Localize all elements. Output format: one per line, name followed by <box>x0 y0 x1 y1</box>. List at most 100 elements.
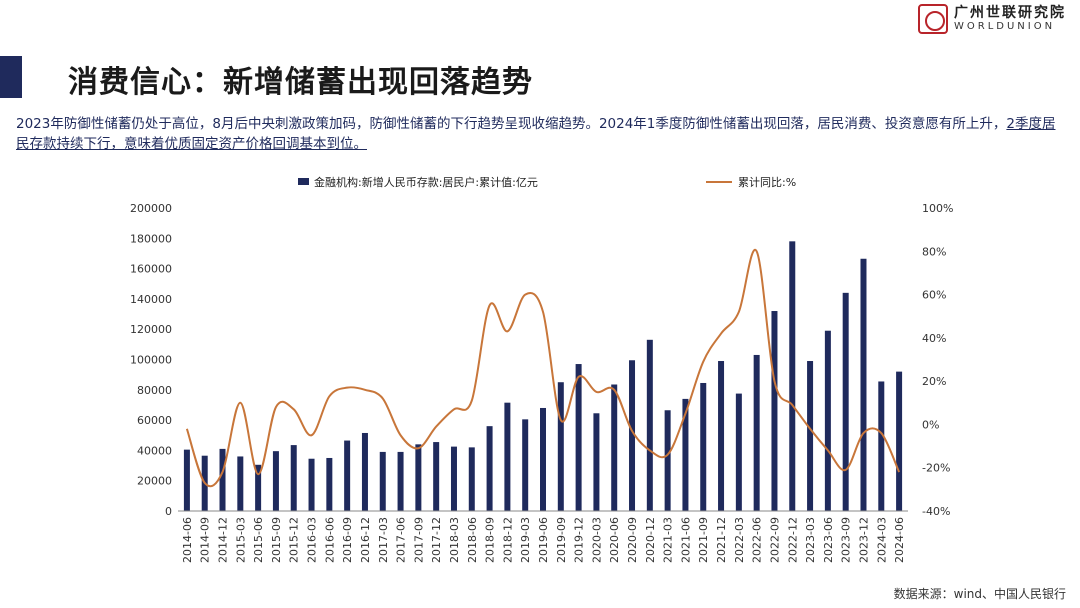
y-left-tick-label: 160000 <box>130 263 172 276</box>
bar <box>272 451 279 511</box>
x-tick-label: 2019-06 <box>537 517 550 563</box>
y-right-tick-label: 20% <box>922 375 946 388</box>
bar <box>629 360 636 511</box>
x-tick-label: 2023-03 <box>804 517 817 563</box>
x-tick-label: 2020-03 <box>590 517 603 563</box>
logo-seal-icon <box>918 4 948 34</box>
x-tick-label: 2015-09 <box>270 517 283 563</box>
x-tick-label: 2015-12 <box>288 517 301 563</box>
legend-bar-label: 金融机构:新增人民币存款:居民户:累计值:亿元 <box>314 175 538 189</box>
bar <box>486 426 493 511</box>
x-tick-label: 2019-12 <box>573 517 586 563</box>
x-tick-label: 2016-06 <box>323 517 336 563</box>
x-tick-label: 2023-06 <box>822 517 835 563</box>
x-tick-label: 2015-06 <box>252 517 265 563</box>
legend-bar-swatch <box>298 178 309 185</box>
bar <box>842 292 849 511</box>
bar <box>896 371 903 511</box>
x-tick-label: 2017-06 <box>395 517 408 563</box>
x-tick-label: 2016-09 <box>341 517 354 563</box>
x-tick-label: 2018-06 <box>466 517 479 563</box>
x-tick-label: 2017-03 <box>377 517 390 563</box>
x-tick-label: 2024-03 <box>875 517 888 563</box>
bar <box>611 384 618 511</box>
x-tick-label: 2018-09 <box>484 517 497 563</box>
bar <box>522 419 529 511</box>
x-tick-label: 2023-09 <box>840 517 853 563</box>
bar <box>361 432 368 511</box>
x-tick-label: 2015-03 <box>234 517 247 563</box>
y-right-tick-label: -40% <box>922 505 950 518</box>
y-left-tick-label: 60000 <box>137 414 172 427</box>
bar <box>807 361 814 511</box>
x-tick-label: 2020-09 <box>626 517 639 563</box>
bar <box>379 451 386 511</box>
page-subtitle: 2023年防御性储蓄仍处于高位，8月后中央刺激政策加码，防御性储蓄的下行趋势呈现… <box>16 114 1056 154</box>
x-tick-label: 2019-09 <box>555 517 568 563</box>
bar <box>735 393 742 511</box>
bar <box>753 354 760 511</box>
subtitle-text-part2: 2季度居民存款持续下行，意味着优质固定资产价格回调基本到位。 <box>16 116 1056 152</box>
y-left-tick-label: 20000 <box>137 475 172 488</box>
y-left-tick-label: 0 <box>165 505 172 518</box>
y-right-tick-label: 100% <box>922 202 953 215</box>
x-tick-label: 2022-12 <box>786 517 799 563</box>
x-tick-label: 2021-06 <box>679 517 692 563</box>
bar <box>290 445 297 511</box>
bar <box>255 464 262 511</box>
x-tick-label: 2021-03 <box>662 517 675 563</box>
x-tick-label: 2014-09 <box>199 517 212 563</box>
y-right-tick-label: 40% <box>922 332 946 345</box>
bar <box>664 410 671 511</box>
y-right-tick-label: 60% <box>922 289 946 302</box>
bar <box>219 448 226 511</box>
y-right-tick-label: 0% <box>922 418 939 431</box>
logo-cn-text: 广州世联研究院 <box>954 4 1066 21</box>
x-tick-label: 2020-12 <box>644 517 657 563</box>
bar <box>415 444 422 511</box>
bar <box>557 382 564 511</box>
x-tick-label: 2018-03 <box>448 517 461 563</box>
bar <box>878 381 885 511</box>
bar <box>682 398 689 511</box>
bar <box>468 447 475 511</box>
y-left-tick-label: 200000 <box>130 202 172 215</box>
bar <box>326 457 333 511</box>
y-left-tick-label: 100000 <box>130 354 172 367</box>
y-right-tick-label: 80% <box>922 245 946 258</box>
x-tick-label: 2017-12 <box>430 517 443 563</box>
brand-logo: 广州世联研究院 WORLDUNION <box>918 4 1066 34</box>
logo-en-text: WORLDUNION <box>954 21 1056 33</box>
y-right-tick-label: -20% <box>922 462 950 475</box>
x-tick-label: 2022-09 <box>768 517 781 563</box>
x-tick-label: 2016-03 <box>306 517 319 563</box>
bar <box>540 407 546 511</box>
bar <box>771 311 778 511</box>
y-left-tick-label: 40000 <box>137 444 172 457</box>
data-source: 数据来源：wind、中国人民银行 <box>893 587 1066 601</box>
bar <box>593 413 600 511</box>
bar <box>646 339 653 511</box>
y-left-tick-label: 140000 <box>130 293 172 306</box>
bar <box>433 442 440 511</box>
bar <box>450 446 457 511</box>
subtitle-text-part1: 2023年防御性储蓄仍处于高位，8月后中央刺激政策加码，防御性储蓄的下行趋势呈现… <box>16 116 1007 132</box>
bar <box>397 451 404 511</box>
bar <box>718 361 725 511</box>
bar <box>237 456 244 511</box>
bar <box>504 402 511 511</box>
x-tick-label: 2017-09 <box>412 517 425 563</box>
title-accent-bar <box>0 56 22 98</box>
x-tick-label: 2019-03 <box>519 517 532 563</box>
x-tick-label: 2024-06 <box>893 517 906 563</box>
y-left-tick-label: 180000 <box>130 232 172 245</box>
x-tick-label: 2016-12 <box>359 517 372 563</box>
bar <box>308 458 315 511</box>
bar <box>344 440 351 511</box>
bar <box>575 364 582 511</box>
x-tick-label: 2020-06 <box>608 517 621 563</box>
page-title: 消费信心：新增储蓄出现回落趋势 <box>68 65 533 100</box>
yoy-line-series <box>185 248 901 488</box>
x-tick-label: 2023-12 <box>857 517 870 563</box>
